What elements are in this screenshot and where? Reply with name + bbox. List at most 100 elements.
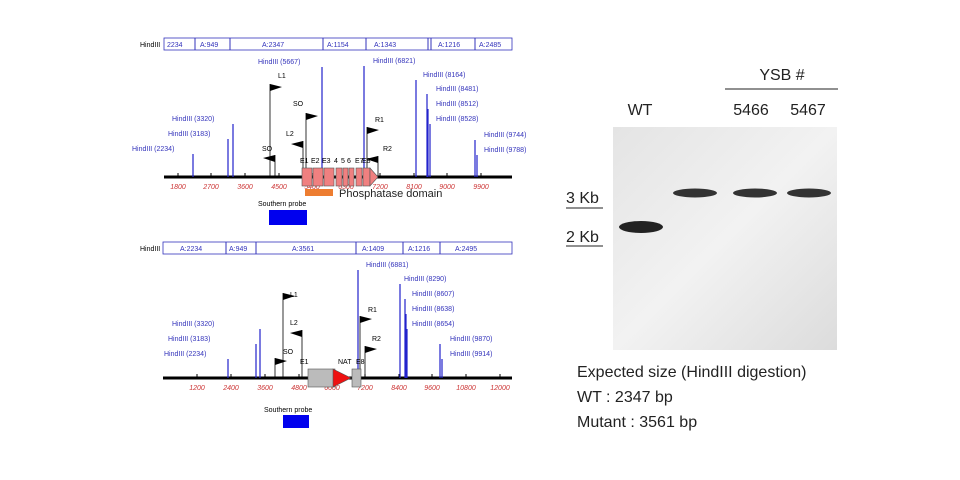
caption-line: Mutant : 3561 bp: [577, 414, 697, 431]
fragment-bar: [163, 37, 513, 51]
site-label: HindIII (9870): [450, 336, 492, 343]
axis-label: 7200: [372, 184, 388, 191]
axis-label: 10800: [456, 385, 476, 392]
caption-line: WT : 2347 bp: [577, 389, 673, 406]
site-label: HindIII (8512): [436, 101, 478, 108]
axis-label: 5400: [304, 184, 320, 191]
marker-label: SO: [262, 146, 273, 153]
gel: YSB # WT 5466 5467 3 Kb 2 Kb Expected si…: [566, 67, 838, 431]
fragment-bar: [162, 241, 513, 255]
exon-label: E1: [300, 359, 309, 366]
site-label: HindIII (2234): [132, 146, 174, 153]
exon: [351, 368, 362, 388]
axis-label: 6000: [324, 385, 340, 392]
exon-label: E8: [356, 359, 365, 366]
maps: HindIII 2234 A:949 A:2347 A:1154 A:1343 A:1216…: [132, 37, 526, 428]
marker-flag: [263, 155, 275, 162]
marker-flag: [270, 84, 282, 91]
fragment-label: HindIII: [140, 246, 160, 253]
probe: [269, 210, 307, 225]
axis-label: 3600: [237, 184, 253, 191]
marker-flag: [275, 358, 287, 365]
exon: [335, 167, 343, 187]
axis-label: 2700: [202, 184, 219, 191]
fragment-text: A:1154: [327, 42, 349, 49]
fragment-text: A:2347: [262, 42, 284, 49]
exon: [307, 368, 336, 388]
fragment-text: A:949: [200, 42, 218, 49]
axis-label: 8400: [391, 385, 407, 392]
exon: [312, 167, 324, 187]
size-label: 3 Kb: [566, 190, 599, 207]
lane-label: 5466: [733, 102, 769, 119]
fragment-text: A:2495: [455, 246, 477, 253]
fragment-text: A:2485: [479, 42, 501, 49]
band: [787, 188, 831, 198]
site-label: HindIII (9744): [484, 132, 526, 139]
fragment-text: 2234: [167, 42, 183, 49]
exon-label: E8: [362, 158, 371, 165]
exon: [348, 167, 355, 187]
site-label: HindIII (3183): [168, 131, 210, 138]
site-label: HindIII (2234): [164, 351, 206, 358]
probe-label: Southern probe: [258, 201, 306, 208]
domain-label: Phosphatase domain: [339, 188, 442, 200]
marker-flag: [367, 127, 379, 134]
axis-label: 9000: [439, 184, 455, 191]
axis-label: 1200: [189, 385, 205, 392]
marker-label: L1: [278, 73, 286, 80]
marker-flag: [290, 330, 302, 337]
site-label: HindIII (8654): [412, 321, 454, 328]
site-label: HindIII (8638): [412, 306, 454, 313]
marker-label: L2: [290, 320, 298, 327]
fragment-text: A:2234: [180, 246, 202, 253]
probe-label: Southern probe: [264, 407, 312, 414]
site-label: HindIII (6821): [373, 58, 415, 65]
fragment-label: HindIII: [140, 42, 160, 49]
gel-title: YSB #: [759, 67, 804, 84]
exon-label: NAT: [338, 359, 352, 366]
marker-flag: [306, 113, 318, 120]
site-label: HindIII (9914): [450, 351, 492, 358]
site-label: HindIII (8528): [436, 116, 478, 123]
marker-label: R2: [372, 336, 381, 343]
exon: [355, 167, 363, 187]
exon: [323, 167, 335, 187]
exon-label: 4: [334, 158, 338, 165]
fragment-text: A:1409: [362, 246, 384, 253]
exon-label: 6: [347, 158, 351, 165]
lane-label: WT: [628, 102, 653, 119]
axis-label: 1800: [170, 184, 186, 191]
exon: [301, 167, 313, 187]
marker-label: R1: [375, 117, 384, 124]
caption-title: Expected size (HindIII digestion): [577, 364, 806, 381]
axis-label: 6300: [338, 184, 354, 191]
axis-label: 9600: [424, 385, 440, 392]
marker-flag: [283, 293, 295, 300]
marker-label: L1: [290, 292, 298, 299]
marker-label: R2: [383, 146, 392, 153]
axis-label: 4500: [271, 184, 287, 191]
site-label: HindIII (3183): [168, 336, 210, 343]
axis-label: 3600: [257, 385, 273, 392]
marker-flag: [365, 346, 377, 353]
fragment-text: A:3561: [292, 246, 314, 253]
site-label: HindIII (3320): [172, 116, 214, 123]
axis-label: 7200: [357, 385, 373, 392]
axis-label: 4800: [291, 385, 307, 392]
site-label: HindIII (9788): [484, 147, 526, 154]
exon-label: 5: [341, 158, 345, 165]
lane-label: 5467: [790, 102, 826, 119]
marker-label: SO: [293, 101, 304, 108]
marker-flag: [360, 316, 372, 323]
domain-bar: [305, 189, 333, 196]
site-label: HindIII (8481): [436, 86, 478, 93]
fragment-text: A:949: [229, 246, 247, 253]
exon: [342, 167, 349, 187]
exon-label: E3: [322, 158, 331, 165]
fragment-text: A:1216: [438, 42, 460, 49]
size-label: 2 Kb: [566, 229, 599, 246]
fragment-text: A:1216: [408, 246, 430, 253]
marker-label: L2: [286, 131, 294, 138]
